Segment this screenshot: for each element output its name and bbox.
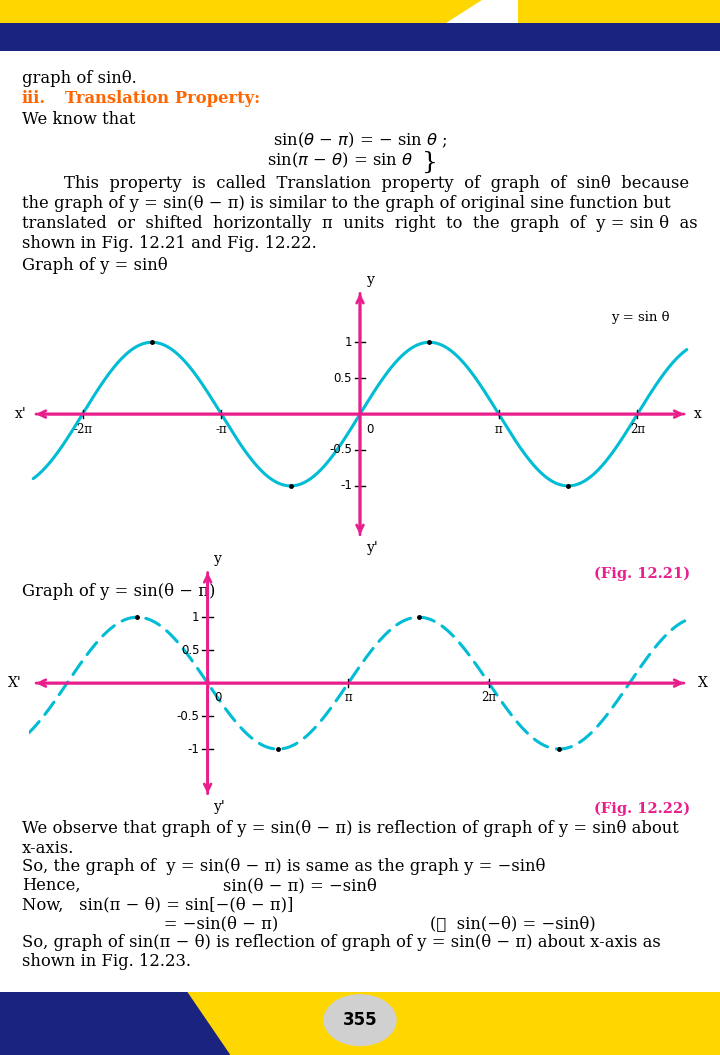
Text: -π: -π bbox=[215, 423, 227, 436]
Text: translated  or  shifted  horizontally  π  units  right  to  the  graph  of  y = : translated or shifted horizontally π uni… bbox=[22, 215, 698, 232]
Text: 2π: 2π bbox=[482, 691, 496, 704]
Text: 0: 0 bbox=[366, 423, 374, 436]
Text: -1: -1 bbox=[188, 743, 199, 755]
Text: 1: 1 bbox=[345, 335, 352, 349]
Text: Graph of y = sin(θ − π): Graph of y = sin(θ − π) bbox=[22, 583, 215, 600]
Polygon shape bbox=[230, 992, 720, 1055]
Text: We know that: We know that bbox=[22, 111, 135, 128]
Text: y: y bbox=[215, 553, 222, 567]
Text: This  property  is  called  Translation  property  of  graph  of  sinθ  because: This property is called Translation prop… bbox=[22, 175, 689, 192]
Polygon shape bbox=[187, 992, 302, 1055]
Text: π: π bbox=[344, 691, 352, 704]
Ellipse shape bbox=[324, 995, 396, 1046]
Text: Now,   sin(π − θ) = sin[−(θ − π)]: Now, sin(π − θ) = sin[−(θ − π)] bbox=[22, 896, 293, 913]
Text: 0: 0 bbox=[215, 691, 222, 704]
Text: iii.: iii. bbox=[22, 90, 46, 107]
Text: shown in Fig. 12.23.: shown in Fig. 12.23. bbox=[22, 953, 191, 970]
Polygon shape bbox=[446, 0, 518, 23]
Text: sin(θ − π) = −sinθ: sin(θ − π) = −sinθ bbox=[223, 877, 377, 894]
Text: 0.5: 0.5 bbox=[181, 644, 199, 656]
Text: (∵  sin(−θ) = −sinθ): (∵ sin(−θ) = −sinθ) bbox=[430, 915, 595, 932]
Text: graph of sinθ.: graph of sinθ. bbox=[22, 70, 137, 87]
Text: x': x' bbox=[15, 407, 27, 421]
Text: x: x bbox=[693, 407, 701, 421]
Text: Translation Property:: Translation Property: bbox=[65, 90, 260, 107]
Text: So, graph of sin(π − θ) is reflection of graph of y = sin(θ − π) about x-axis as: So, graph of sin(π − θ) is reflection of… bbox=[22, 934, 661, 951]
Text: y': y' bbox=[366, 541, 379, 555]
Polygon shape bbox=[0, 23, 720, 51]
Text: y = sin θ: y = sin θ bbox=[611, 310, 669, 324]
Text: x-axis.: x-axis. bbox=[22, 840, 74, 857]
Text: 355: 355 bbox=[343, 1011, 377, 1030]
Text: = −sin(θ − π): = −sin(θ − π) bbox=[22, 915, 278, 932]
Polygon shape bbox=[0, 992, 274, 1055]
Text: -0.5: -0.5 bbox=[329, 443, 352, 457]
Text: }: } bbox=[422, 151, 438, 174]
Text: Hence,: Hence, bbox=[22, 877, 81, 894]
Text: 2π: 2π bbox=[630, 423, 645, 436]
Text: 0.5: 0.5 bbox=[333, 371, 352, 385]
Text: y: y bbox=[366, 273, 374, 287]
Text: X': X' bbox=[9, 676, 22, 690]
Text: -2π: -2π bbox=[73, 423, 92, 436]
Text: So, the graph of  y = sin(θ − π) is same as the graph y = −sinθ: So, the graph of y = sin(θ − π) is same … bbox=[22, 858, 545, 875]
Text: shown in Fig. 12.21 and Fig. 12.22.: shown in Fig. 12.21 and Fig. 12.22. bbox=[22, 235, 317, 252]
Polygon shape bbox=[0, 0, 720, 51]
Text: Graph of y = sinθ: Graph of y = sinθ bbox=[22, 257, 168, 274]
Text: (Fig. 12.21): (Fig. 12.21) bbox=[594, 567, 690, 581]
Text: 1: 1 bbox=[192, 611, 199, 624]
Text: π: π bbox=[495, 423, 503, 436]
Text: -0.5: -0.5 bbox=[176, 710, 199, 723]
Text: sin($\theta$ $-$ $\pi$) = $-$ sin $\theta$ ;: sin($\theta$ $-$ $\pi$) = $-$ sin $\thet… bbox=[273, 131, 447, 151]
Text: (Fig. 12.22): (Fig. 12.22) bbox=[594, 802, 690, 817]
Text: X: X bbox=[698, 676, 708, 690]
Text: the graph of y = sin(θ − π) is similar to the graph of original sine function bu: the graph of y = sin(θ − π) is similar t… bbox=[22, 195, 670, 212]
Text: sin($\pi$ $-$ $\theta$) = sin $\theta$: sin($\pi$ $-$ $\theta$) = sin $\theta$ bbox=[267, 151, 413, 170]
Text: -1: -1 bbox=[340, 479, 352, 493]
Text: y': y' bbox=[215, 800, 226, 813]
Text: We observe that graph of y = sin(θ − π) is reflection of graph of y = sinθ about: We observe that graph of y = sin(θ − π) … bbox=[22, 820, 679, 837]
